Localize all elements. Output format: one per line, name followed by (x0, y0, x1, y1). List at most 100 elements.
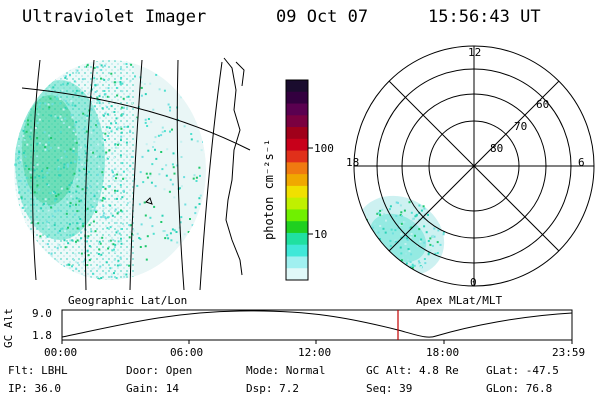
emission-pixel (74, 104, 77, 107)
emission-pixel (408, 201, 411, 204)
emission-pixel (25, 205, 28, 208)
emission-pixel (383, 261, 386, 264)
emission-pixel (405, 252, 407, 255)
emission-pixel (115, 180, 118, 183)
emission-pixel (382, 263, 385, 266)
emission-pixel (54, 192, 56, 194)
emission-pixel (55, 259, 58, 262)
emission-pixel (76, 261, 79, 264)
emission-pixel (121, 210, 124, 213)
emission-pixel (70, 181, 73, 184)
emission-pixel (75, 121, 78, 124)
emission-pixel (180, 140, 183, 143)
emission-pixel (98, 248, 101, 251)
emission-pixel (87, 235, 90, 238)
gc-alt-label: GC Alt: 4.8 Re (366, 364, 459, 377)
emission-pixel (106, 130, 109, 133)
emission-pixel (104, 272, 107, 275)
emission-pixel (32, 203, 35, 206)
emission-pixel (76, 178, 79, 181)
emission-pixel (97, 122, 100, 125)
emission-pixel (149, 172, 152, 175)
emission-pixel (116, 190, 119, 192)
emission-pixel (103, 197, 106, 200)
emission-pixel (407, 248, 410, 251)
emission-pixel (121, 162, 124, 165)
emission-pixel (425, 231, 428, 234)
emission-pixel (29, 171, 32, 174)
colorbar-band (286, 268, 308, 281)
emission-pixel (408, 250, 411, 253)
emission-pixel (411, 266, 414, 269)
emission-pixel (104, 95, 107, 98)
emission-pixel (403, 209, 406, 212)
lat-label-60: 60 (536, 98, 550, 111)
emission-pixel (67, 103, 70, 106)
emission-pixel (143, 83, 146, 85)
emission-pixel (72, 233, 75, 236)
emission-pixel (36, 137, 39, 139)
emission-pixel (34, 127, 37, 129)
emission-pixel (20, 177, 23, 180)
emission-pixel (394, 219, 397, 221)
emission-pixel (171, 163, 174, 166)
emission-pixel (120, 209, 122, 212)
emission-pixel (22, 129, 25, 132)
emission-pixel (58, 229, 61, 232)
emission-pixel (80, 237, 82, 240)
glat-value: -47.5 (525, 364, 559, 377)
emission-pixel (145, 258, 148, 261)
emission-pixel (76, 239, 79, 242)
emission-pixel (108, 149, 111, 152)
emission-pixel (86, 207, 89, 210)
emission-pixel (144, 245, 147, 248)
emission-pixel (410, 220, 413, 223)
emission-pixel (389, 244, 392, 247)
emission-pixel (109, 113, 111, 116)
emission-pixel (97, 143, 100, 146)
mlt-label-18: 18 (346, 156, 360, 169)
emission-pixel (81, 163, 84, 166)
gain-label: Gain: 14 (126, 382, 179, 395)
emission-pixel (385, 259, 388, 262)
emission-pixel (75, 197, 78, 200)
emission-pixel (118, 173, 121, 176)
emission-pixel (162, 230, 165, 233)
emission-pixel (106, 106, 109, 109)
emission-pixel (115, 117, 118, 120)
emission-pixel (79, 223, 82, 226)
emission-pixel (43, 131, 46, 134)
meridian-line (176, 59, 185, 290)
emission-pixel (22, 134, 25, 137)
emission-pixel (74, 252, 77, 255)
emission-pixel (36, 163, 39, 166)
emission-pixel (65, 212, 68, 215)
emission-pixel (168, 190, 171, 193)
emission-pixel (73, 180, 75, 183)
coastline (145, 197, 153, 205)
emission-pixel (18, 191, 21, 194)
emission-pixel (125, 273, 128, 276)
emission-pixel (400, 211, 403, 214)
emission-pixel (125, 63, 128, 65)
emission-pixel (113, 81, 116, 84)
emission-pixel (73, 129, 76, 132)
emission-pixel (150, 121, 153, 124)
colorbar-tick-10: 10 (314, 228, 328, 241)
emission-pixel (73, 172, 76, 175)
emission-pixel (85, 130, 88, 133)
glon-label: GLon: 76.8 (486, 382, 553, 395)
emission-pixel (74, 133, 77, 136)
emission-pixel (98, 95, 101, 98)
emission-pixel (37, 113, 40, 116)
emission-pixel (424, 262, 427, 265)
emission-pixel (70, 113, 73, 116)
emission-pixel (101, 171, 104, 174)
emission-pixel (67, 226, 69, 229)
emission-pixel (100, 64, 103, 67)
emission-pixel (71, 116, 74, 119)
emission-pixel (422, 205, 425, 208)
emission-pixel (97, 99, 100, 102)
emission-pixel (116, 94, 119, 97)
emission-pixel (90, 131, 93, 134)
